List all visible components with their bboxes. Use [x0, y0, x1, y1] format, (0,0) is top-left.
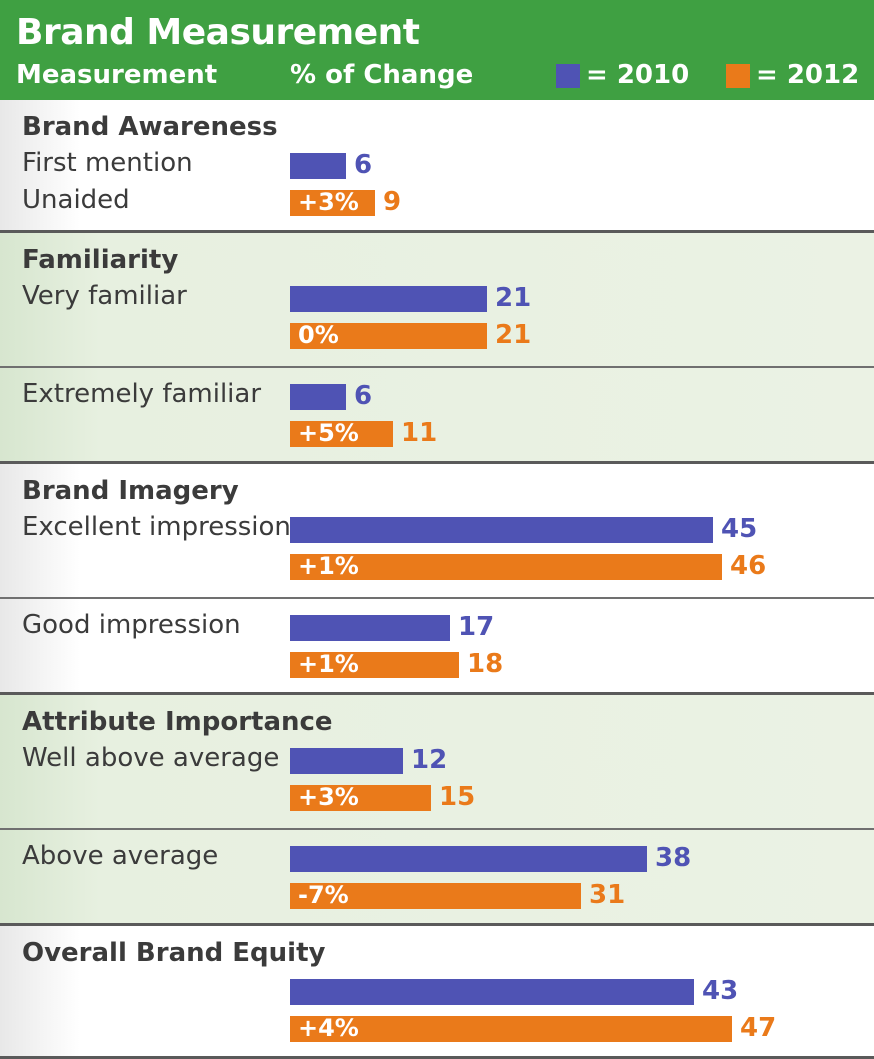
data-label-2012: 9 — [383, 187, 402, 217]
data-label-2010: 43 — [702, 976, 739, 1006]
section-title: Brand Awareness — [22, 112, 278, 142]
legend-label-2010: = 2010 — [586, 60, 690, 90]
section-title: Brand Imagery — [22, 476, 239, 506]
measurement-column-label: Measurement — [16, 60, 218, 90]
section-brand-imagery: Brand Imagery Excellent impression 45 +1% 46… — [0, 464, 874, 695]
row-label: Very familiar — [22, 281, 187, 311]
row-label: Excellent impression — [22, 512, 291, 542]
percent-change-label: +3% — [298, 783, 359, 811]
section-attribute-importance: Attribute Importance Well above average 12… — [0, 695, 874, 926]
chart-body: Brand Awareness First mention 6 Unaided +3% 9… — [0, 100, 874, 1059]
group-divider — [0, 597, 874, 599]
group-divider — [0, 828, 874, 830]
bar-2010 — [290, 384, 346, 410]
bar-2012: +3% — [290, 188, 375, 216]
section-title: Attribute Importance — [22, 707, 333, 737]
data-label-2010: 12 — [411, 745, 448, 775]
bar-2010 — [290, 615, 450, 641]
section-title: Overall Brand Equity — [22, 938, 326, 968]
row-label: First mention — [22, 148, 193, 178]
bar-2010 — [290, 286, 487, 312]
percent-change-label: +1% — [298, 552, 359, 580]
bar-2012: +3% — [290, 783, 431, 811]
bar-2012: -7% — [290, 881, 581, 909]
legend-swatch-2012 — [726, 64, 750, 88]
row-label: Above average — [22, 841, 219, 871]
bar-2010 — [290, 748, 403, 774]
bar-2012: +1% — [290, 650, 459, 678]
data-label-2010: 45 — [721, 514, 758, 544]
percent-change-label: +5% — [298, 419, 359, 447]
data-label-2010: 21 — [495, 283, 532, 313]
data-label-2010: 6 — [354, 150, 373, 180]
percent-change-column-label: % of Change — [290, 60, 474, 90]
percent-change-label: +4% — [298, 1014, 359, 1042]
bar-2010 — [290, 153, 346, 179]
row-label: Extremely familiar — [22, 379, 262, 409]
data-label-2012: 47 — [740, 1013, 777, 1043]
legend-label-2012: = 2012 — [756, 60, 860, 90]
data-label-2012: 46 — [730, 551, 767, 581]
data-label-2012: 18 — [467, 649, 504, 679]
bar-2010 — [290, 846, 647, 872]
group-divider — [0, 366, 874, 368]
chart-header: Brand Measurement Measurement % of Chang… — [0, 0, 874, 100]
percent-change-label: -7% — [298, 881, 349, 909]
data-label-2012: 15 — [439, 782, 476, 812]
percent-change-label: +1% — [298, 650, 359, 678]
bar-2012: +1% — [290, 552, 722, 580]
section-familiarity: Familiarity Very familiar 21 0% 21 Extremely … — [0, 233, 874, 464]
bar-2012: +4% — [290, 1014, 732, 1042]
row-label: Well above average — [22, 743, 280, 773]
section-overall-brand-equity: Overall Brand Equity 43 +4% 47 — [0, 926, 874, 1059]
data-label-2012: 31 — [589, 880, 626, 910]
bar-2012: +5% — [290, 419, 393, 447]
data-label-2010: 17 — [458, 612, 495, 642]
data-label-2012: 11 — [401, 418, 438, 448]
percent-change-label: +3% — [298, 188, 359, 216]
percent-change-label: 0% — [298, 321, 339, 349]
bar-2010 — [290, 517, 713, 543]
data-label-2010: 6 — [354, 381, 373, 411]
data-label-2012: 21 — [495, 320, 532, 350]
row-label: Unaided — [22, 185, 130, 215]
row-label: Good impression — [22, 610, 241, 640]
section-brand-awareness: Brand Awareness First mention 6 Unaided +3% 9 — [0, 100, 874, 233]
legend-swatch-2010 — [556, 64, 580, 88]
bar-2012: 0% — [290, 321, 487, 349]
data-label-2010: 38 — [655, 843, 692, 873]
bar-2010 — [290, 979, 694, 1005]
section-title: Familiarity — [22, 245, 179, 275]
chart-title: Brand Measurement — [16, 12, 420, 53]
